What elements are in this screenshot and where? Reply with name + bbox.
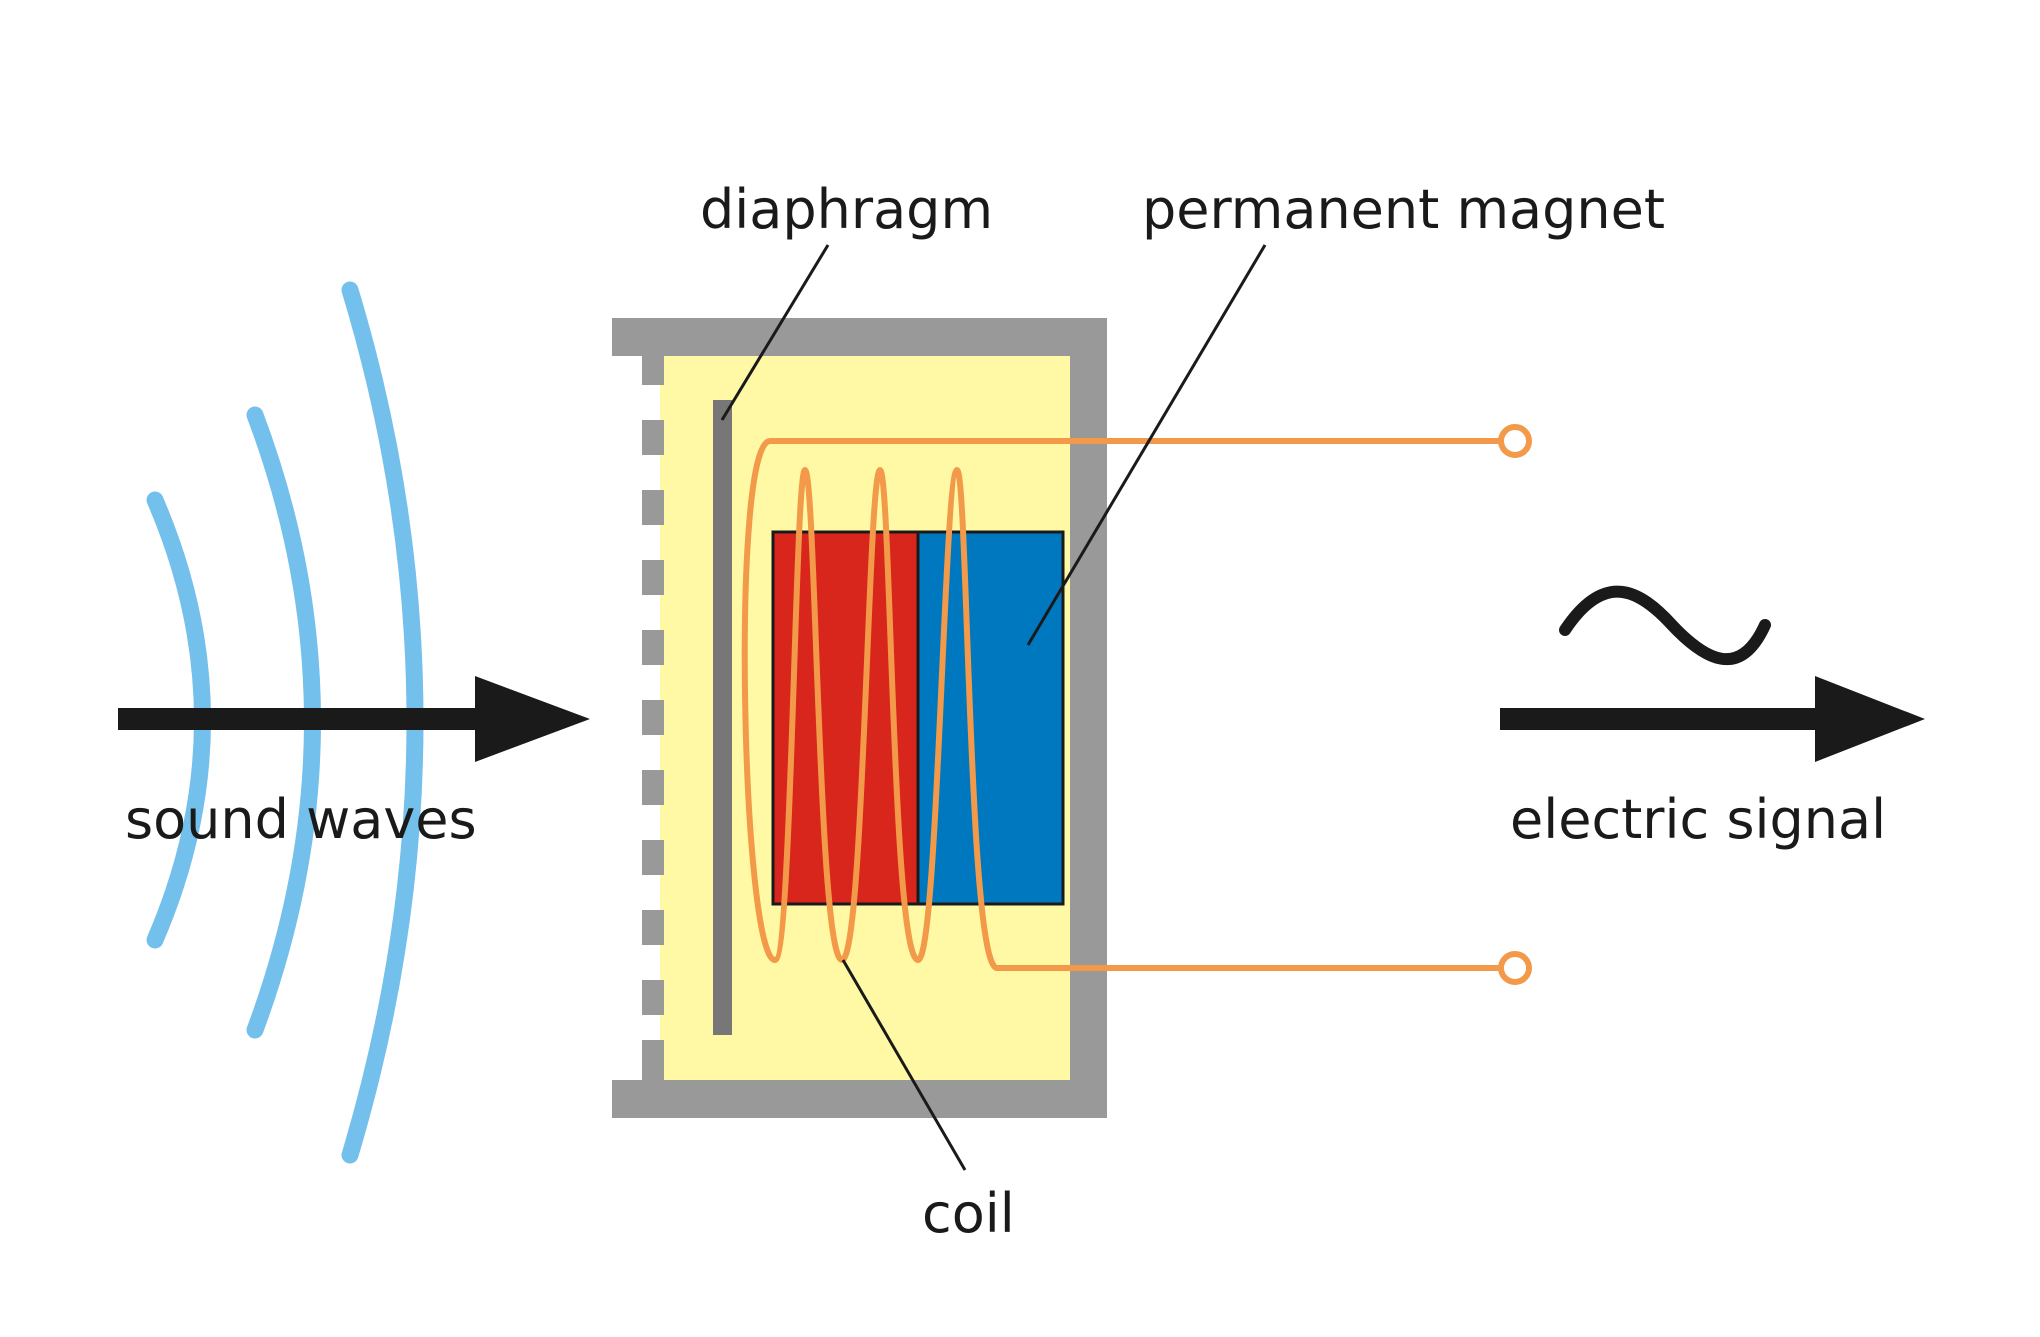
terminals — [1498, 424, 1532, 985]
leader-lines — [720, 244, 1267, 1171]
housing-bottom — [612, 1080, 1107, 1118]
input-arrow-head — [475, 676, 590, 762]
coil — [741, 438, 1500, 971]
diaphragm-leader-line — [720, 244, 830, 421]
coil-wire — [741, 438, 1500, 971]
housing-top — [612, 318, 1107, 356]
electric-signal-label: electric signal — [1510, 788, 1886, 851]
housing-grille — [642, 420, 664, 1080]
tilde-wave-icon — [1559, 585, 1771, 666]
coil-label: coil — [922, 1182, 1015, 1245]
permanent-magnet-label: permanent magnet — [1142, 178, 1665, 241]
terminal-top — [1498, 424, 1532, 458]
magnet-leader-line — [1026, 244, 1267, 646]
output-arrow-head — [1815, 676, 1925, 762]
housing-front-top — [642, 355, 664, 385]
sound-waves-label: sound waves — [125, 788, 477, 851]
coil-leader-line — [841, 959, 967, 1171]
terminal-bottom — [1498, 951, 1532, 985]
input-arrow-shaft — [118, 708, 490, 730]
housing-back — [1070, 318, 1107, 1118]
diaphragm-label: diaphragm — [700, 178, 993, 241]
output-arrow — [1500, 676, 1925, 762]
input-arrow — [118, 676, 590, 762]
output-arrow-shaft — [1500, 708, 1830, 730]
diaphragm — [713, 400, 732, 1035]
